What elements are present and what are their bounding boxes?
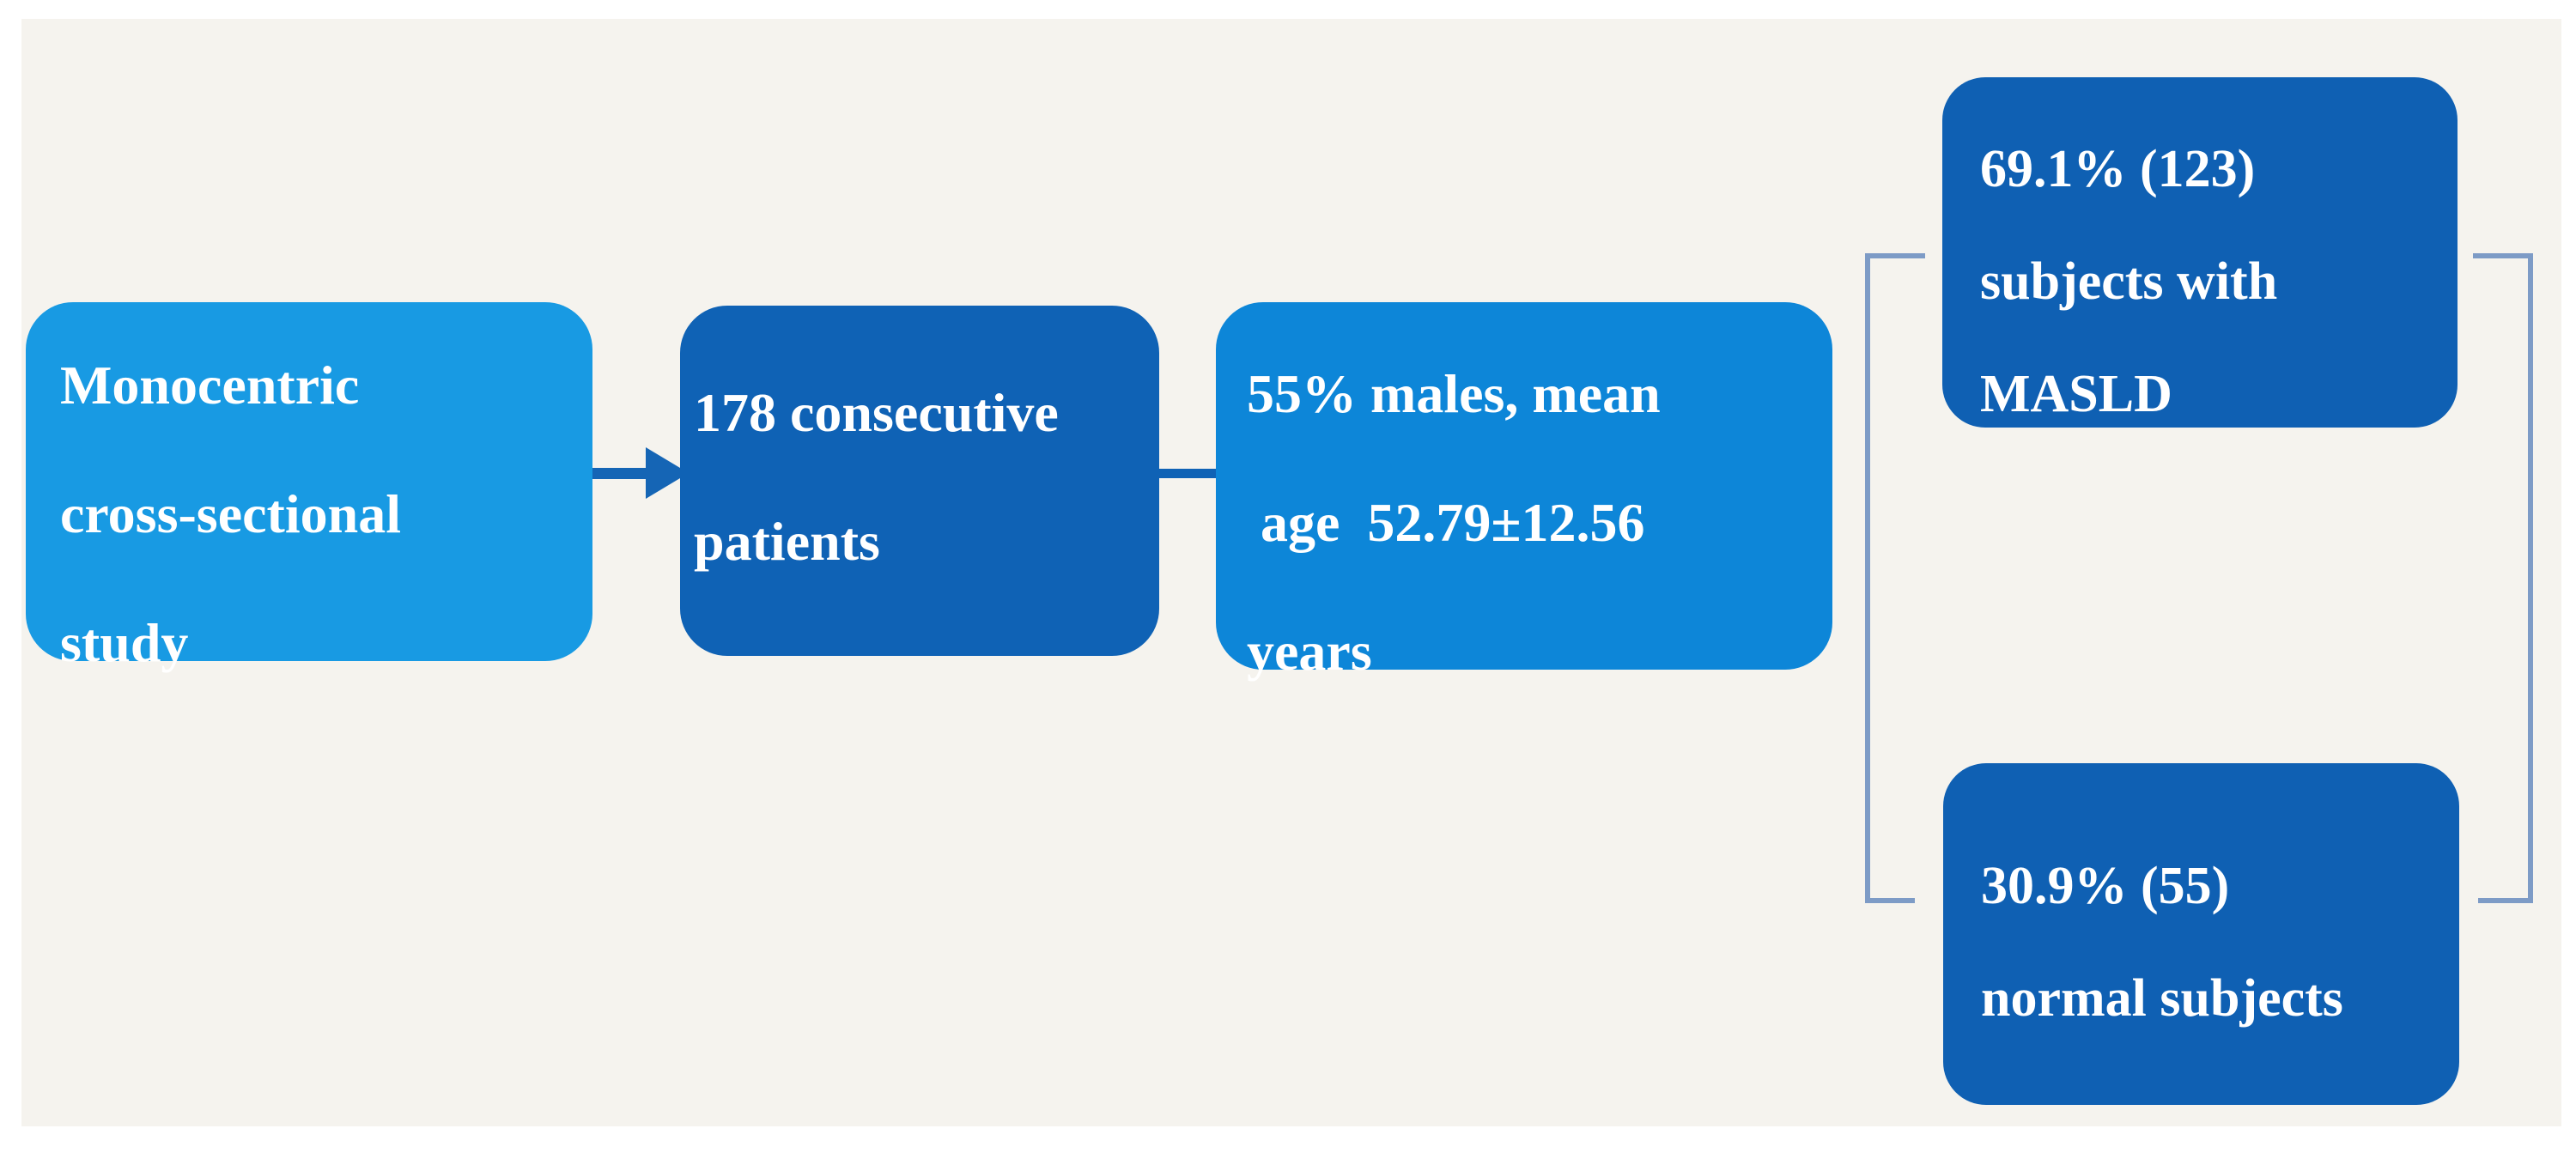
study-design-line: study — [60, 612, 189, 673]
flow-arrow-shaft — [592, 468, 651, 479]
masld-line: subjects with — [1980, 252, 2278, 311]
study-design-box: Monocentric cross-sectional study — [26, 302, 592, 673]
patients-line: 178 consecutive — [694, 382, 1059, 443]
demographics-box: 55% males, mean age 52.79±12.56 years — [1216, 302, 1832, 682]
masld-line: 69.1% (123) — [1980, 140, 2256, 198]
patients-box: 178 consecutive patients — [680, 306, 1159, 656]
split-bracket-left-top-tick — [1865, 253, 1925, 258]
study-design-line: Monocentric — [60, 355, 360, 416]
normal-subjects-box: 30.9% (55) normal subjects — [1943, 763, 2459, 1105]
normal-line: 30.9% (55) — [1981, 857, 2230, 915]
split-bracket-left-bottom-tick — [1865, 898, 1915, 903]
patients-line: patients — [694, 511, 880, 572]
demographics-line: 55% males, mean — [1247, 363, 1661, 424]
demographics-line: years — [1247, 621, 1372, 682]
masld-line: MASLD — [1980, 365, 2172, 423]
split-bracket-left-vertical — [1865, 253, 1870, 903]
demographics-line: age 52.79±12.56 — [1247, 492, 1645, 553]
normal-line: normal subjects — [1981, 969, 2343, 1028]
study-design-line: cross-sectional — [60, 483, 401, 544]
connector-line — [1157, 469, 1218, 478]
masld-subjects-box: 69.1% (123) subjects with MASLD — [1942, 77, 2458, 428]
split-bracket-right-vertical — [2528, 253, 2533, 903]
split-bracket-right-bottom-tick — [2478, 898, 2533, 903]
split-bracket-right-top-tick — [2473, 253, 2533, 258]
